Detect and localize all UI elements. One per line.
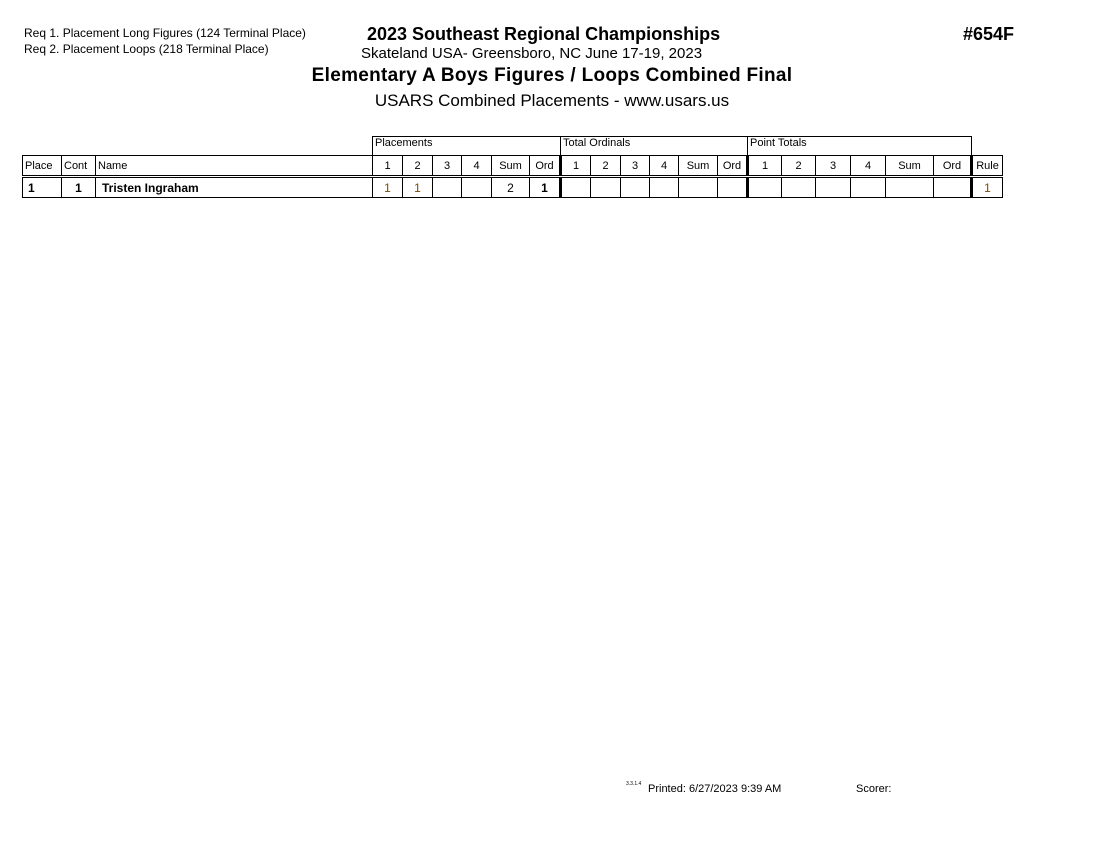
cell xyxy=(559,176,591,198)
cell: 1 xyxy=(529,176,561,198)
table-row: 1 1 Tristen Ingraham 1 1 2 1 1 xyxy=(22,176,1003,198)
column-header: Cont xyxy=(61,155,96,178)
cell: 1 xyxy=(402,176,433,198)
version-code: 3.3.1.4 xyxy=(626,781,642,787)
cell xyxy=(850,176,886,198)
cell: 1 xyxy=(61,176,96,198)
column-header: 2 xyxy=(781,155,816,178)
cell xyxy=(590,176,621,198)
column-header: 2 xyxy=(590,155,621,178)
cell xyxy=(461,176,492,198)
event-title: Elementary A Boys Figures / Loops Combin… xyxy=(311,65,793,86)
cell xyxy=(678,176,718,198)
column-header: Sum xyxy=(678,155,718,178)
cell: 2 xyxy=(491,176,530,198)
cell xyxy=(432,176,462,198)
cell: 1 xyxy=(22,176,62,198)
usars-line: USARS Combined Placements - www.usars.us xyxy=(374,91,730,110)
column-header: Name xyxy=(95,155,373,178)
column-header: 1 xyxy=(746,155,782,178)
column-header: Rule xyxy=(970,155,1003,178)
column-header: 1 xyxy=(559,155,591,178)
group-total-ordinals: Total Ordinals xyxy=(560,136,748,156)
column-header: 4 xyxy=(850,155,886,178)
column-header: 4 xyxy=(461,155,492,178)
column-header: 1 xyxy=(372,155,403,178)
column-header: Sum xyxy=(491,155,530,178)
results-table: Placements Total Ordinals Point Totals P… xyxy=(22,136,1003,198)
column-header: 3 xyxy=(620,155,650,178)
column-header: Ord xyxy=(529,155,561,178)
cell xyxy=(620,176,650,198)
column-header: Place xyxy=(22,155,62,178)
cell: Tristen Ingraham xyxy=(95,176,373,198)
cell xyxy=(746,176,782,198)
column-header: 2 xyxy=(402,155,433,178)
column-header: Sum xyxy=(885,155,934,178)
cell xyxy=(717,176,748,198)
requirement-1: Req 1. Placement Long Figures (124 Termi… xyxy=(24,26,306,40)
requirement-2: Req 2. Placement Loops (218 Terminal Pla… xyxy=(24,42,269,56)
cell: 1 xyxy=(970,176,1003,198)
venue-dates: Skateland USA- Greensboro, NC June 17-19… xyxy=(361,45,703,62)
competition-title: 2023 Southeast Regional Championships xyxy=(367,24,721,44)
cell xyxy=(815,176,851,198)
group-placements: Placements xyxy=(372,136,561,156)
cell xyxy=(933,176,972,198)
group-point-totals: Point Totals xyxy=(747,136,972,156)
cell: 1 xyxy=(372,176,403,198)
column-header: 3 xyxy=(815,155,851,178)
column-header: Ord xyxy=(933,155,972,178)
cell xyxy=(649,176,679,198)
cell xyxy=(885,176,934,198)
cell xyxy=(781,176,816,198)
event-number: #654F xyxy=(963,24,1015,44)
column-header: 4 xyxy=(649,155,679,178)
column-header: 3 xyxy=(432,155,462,178)
column-header: Ord xyxy=(717,155,748,178)
scorer-label: Scorer: xyxy=(856,783,892,795)
printed-date: Printed: 6/27/2023 9:39 AM xyxy=(648,783,782,795)
